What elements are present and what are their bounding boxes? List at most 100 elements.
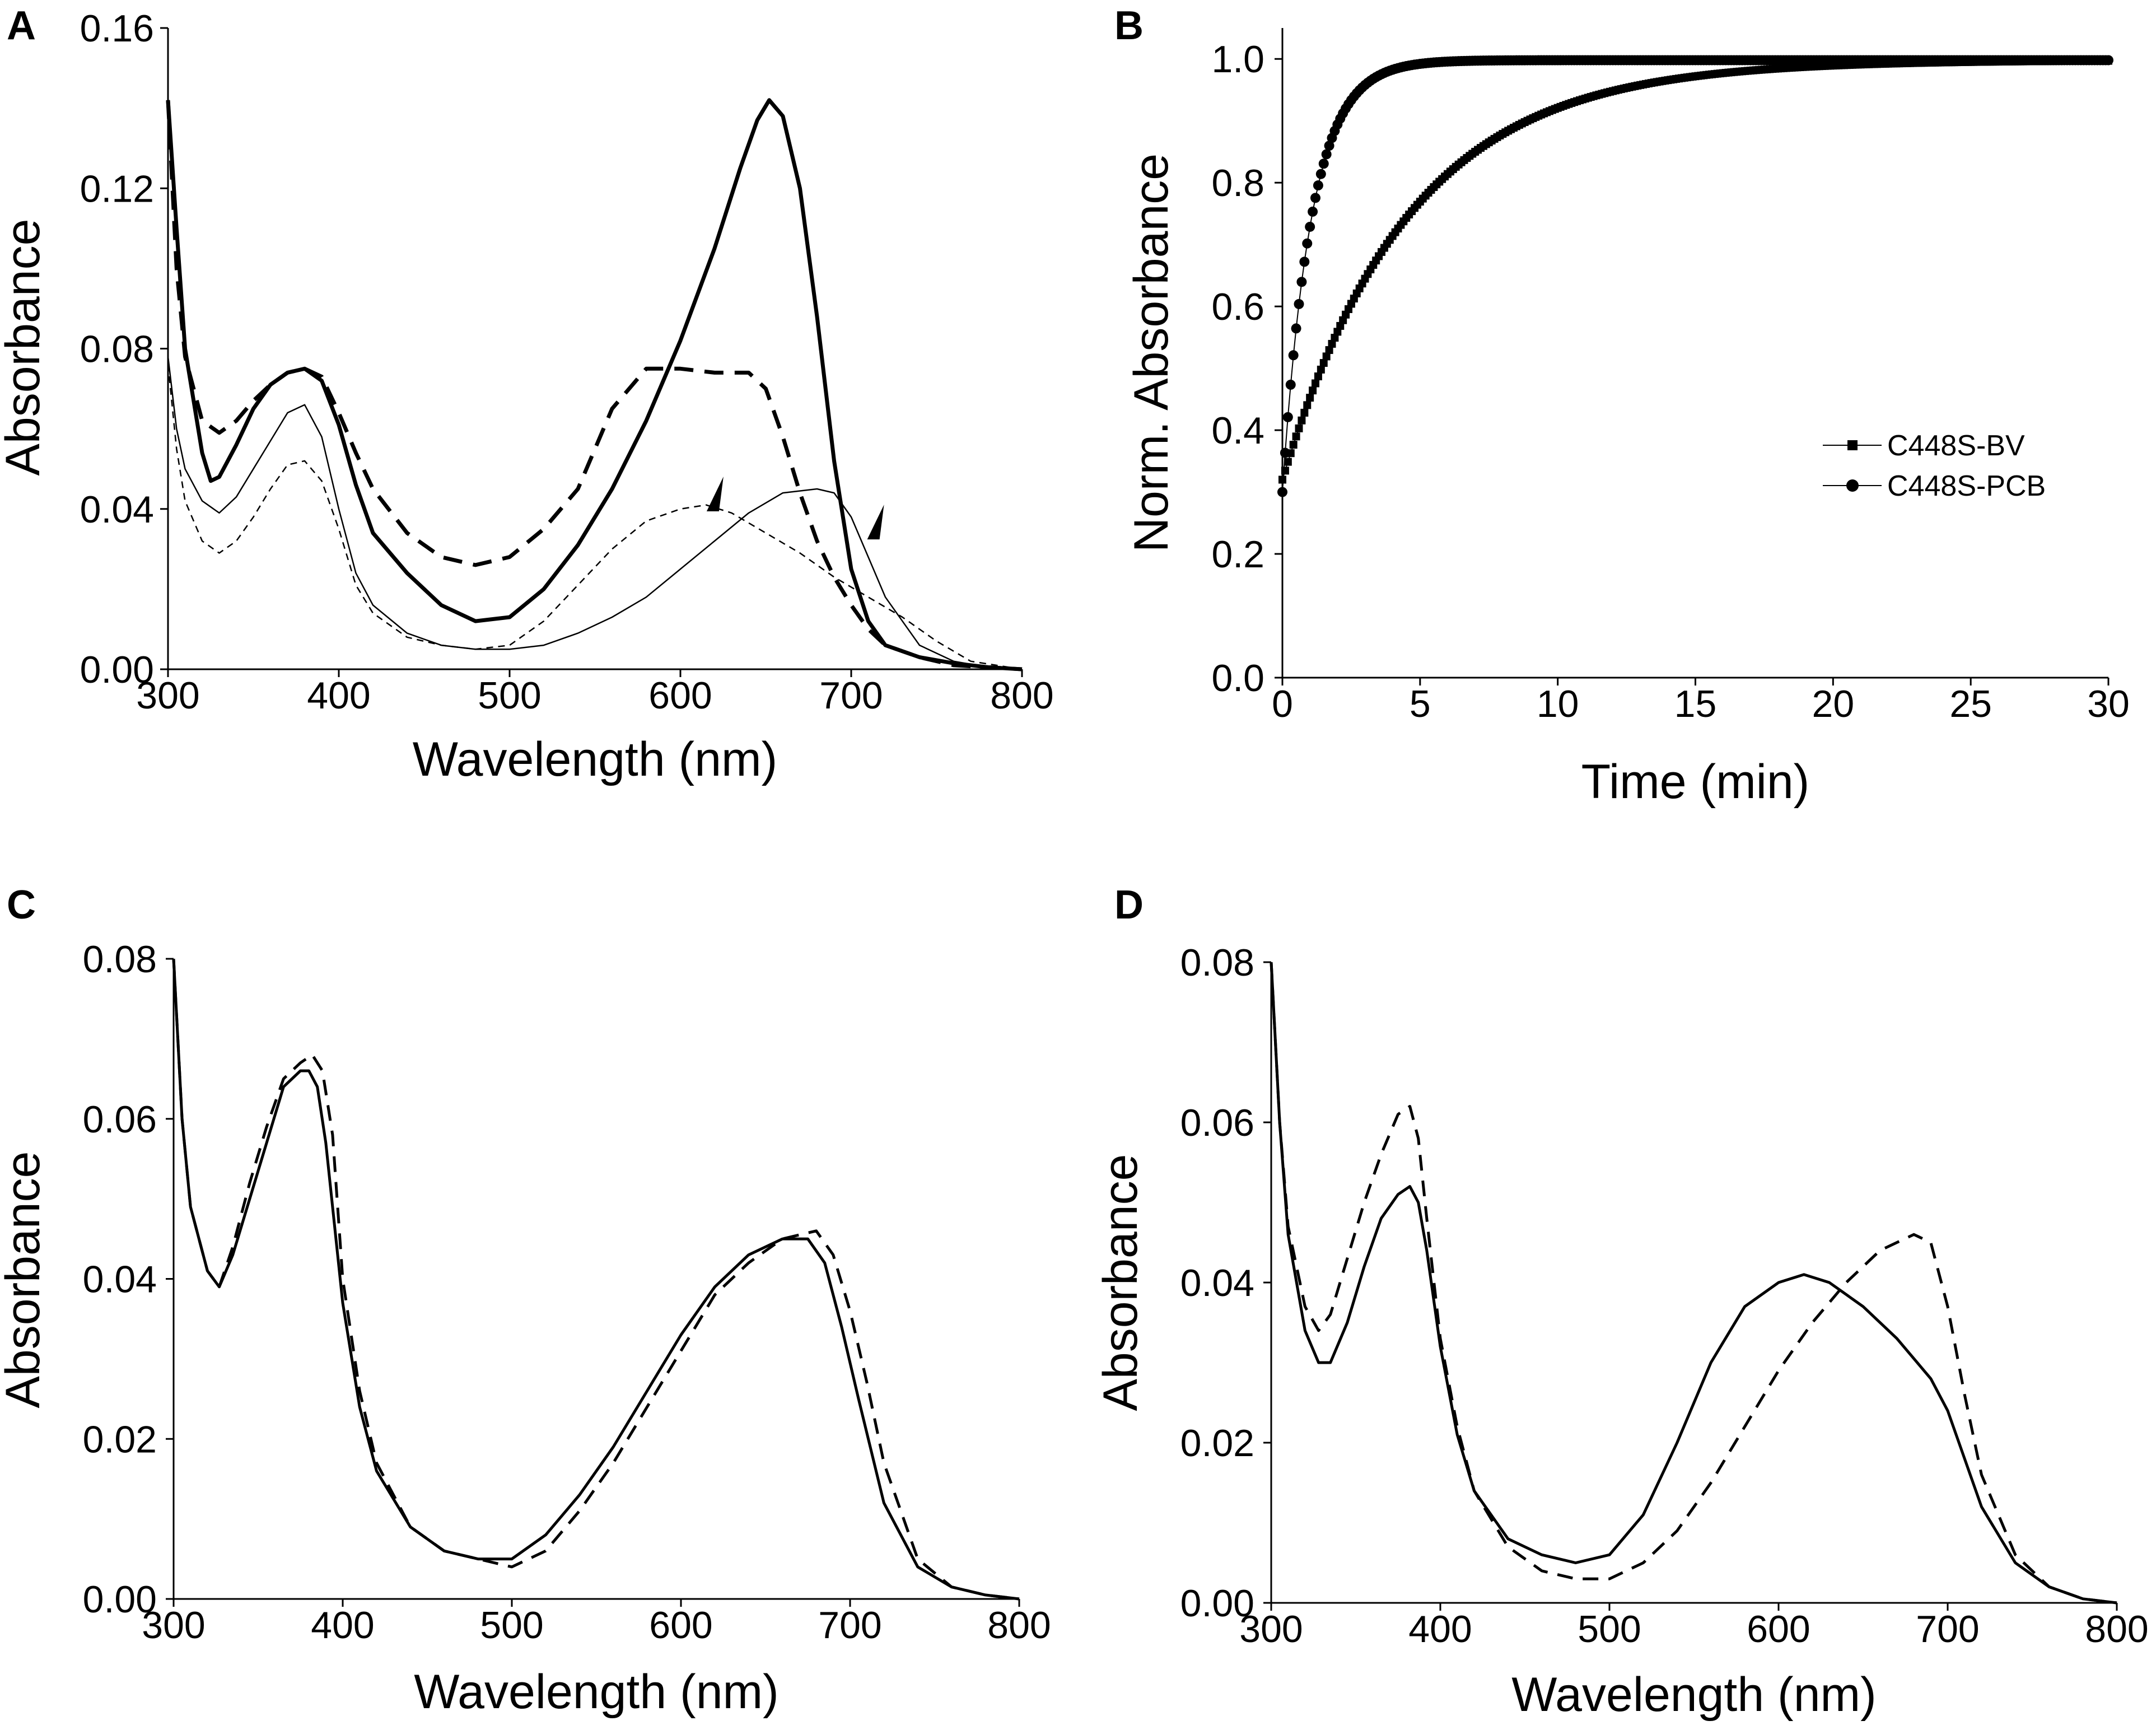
panel-b-point-C448S-PCB xyxy=(2103,55,2113,66)
panel-b-point-C448S-BV xyxy=(1289,441,1298,449)
panel-b-point-C448S-PCB xyxy=(1321,149,1332,160)
panel-b-point-C448S-BV xyxy=(1331,334,1339,342)
panel-a-series-thick-solid xyxy=(166,98,1023,672)
panel-b-point-C448S-BV xyxy=(1309,386,1317,395)
panel-letter-c: C xyxy=(7,883,36,927)
panel-d-y-tick-label: 0.02 xyxy=(1180,1422,1254,1465)
panel-d-series-dashed xyxy=(1270,962,2117,1605)
panel-b-point-C448S-BV xyxy=(1303,401,1312,409)
panel-b-y-axis-title: Norm. Absorbance xyxy=(1124,153,1178,552)
panel-d-y-tick-label: 0.04 xyxy=(1180,1262,1254,1304)
panel-a-arrowhead-marker xyxy=(867,505,884,540)
panel-letter-a: A xyxy=(7,3,36,48)
panel-b-point-C448S-BV xyxy=(1312,379,1319,388)
panel-b-point-C448S-PCB xyxy=(1280,447,1290,458)
panel-b-x-tick-label: 10 xyxy=(1537,683,1579,725)
legend-label-C448S-BV: C448S-BV xyxy=(1887,430,2025,462)
panel-c-y-tick-label: 0.00 xyxy=(83,1578,157,1621)
panel-d-y-axis-title: Absorbance xyxy=(1094,1154,1147,1411)
panel-b-point-C448S-PCB xyxy=(1299,257,1310,267)
panel-c-series-dashed xyxy=(172,958,1020,1601)
panel-b-point-C448S-BV xyxy=(1328,339,1336,348)
panel-letter-b: B xyxy=(1114,3,1144,48)
panel-b-y-tick-label: 0.4 xyxy=(1211,409,1264,452)
panel-a-x-tick-label: 300 xyxy=(136,674,199,717)
panel-b-x-tick-label: 5 xyxy=(1410,683,1431,725)
panel-d-x-axis-title: Wavelength (nm) xyxy=(1511,1668,1877,1722)
panel-b-point-C448S-BV xyxy=(1325,346,1333,355)
panel-c-x-tick-label: 500 xyxy=(480,1604,543,1647)
panel-b-point-C448S-PCB xyxy=(1296,277,1307,287)
panel-a-series-thin-dashed xyxy=(167,364,1023,670)
panel-b-point-C448S-BV xyxy=(1281,467,1289,475)
legend-circle-marker xyxy=(1846,479,1859,492)
panel-b-y-tick-label: 0.2 xyxy=(1211,533,1264,576)
panel-c-y-tick-label: 0.08 xyxy=(83,938,157,981)
panel-b-series-C448S-BV xyxy=(1278,57,2112,484)
panel-d-x-tick-label: 700 xyxy=(1916,1608,1979,1650)
panel-b-point-C448S-BV xyxy=(1306,394,1314,402)
panel-b-point-C448S-PCB xyxy=(1277,487,1287,497)
panel-b-x-tick-label: 25 xyxy=(1949,683,1992,725)
panel-a-y-tick-label: 0.16 xyxy=(80,7,154,50)
panel-b-point-C448S-PCB xyxy=(1282,412,1293,422)
panel-b-point-C448S-PCB xyxy=(1313,180,1323,191)
panel-b-y-tick-label: 0.0 xyxy=(1211,657,1264,700)
panel-b-point-C448S-BV xyxy=(1278,475,1286,484)
panel-letter-d: D xyxy=(1114,883,1144,927)
panel-b-series-C448S-PCB xyxy=(1277,55,2113,497)
panel-b-point-C448S-PCB xyxy=(1291,323,1301,334)
panel-b-point-C448S-BV xyxy=(1314,372,1322,381)
panel-b-point-C448S-BV xyxy=(1317,365,1325,374)
panel-b-x-axis-title: Time (min) xyxy=(1581,755,1810,809)
panel-b-x-tick-label: 30 xyxy=(2087,683,2130,725)
panel-a-y-tick-label: 0.12 xyxy=(80,167,154,210)
panel-a-arrowhead-marker xyxy=(706,476,724,511)
panel-b-point-C448S-BV xyxy=(1300,408,1309,417)
panel-c-x-tick-label: 700 xyxy=(818,1604,881,1647)
panel-c-y-tick-label: 0.04 xyxy=(83,1258,157,1301)
panel-b-point-C448S-PCB xyxy=(1310,193,1320,203)
legend-label-C448S-PCB: C448S-PCB xyxy=(1887,470,2046,502)
panel-b-point-C448S-BV xyxy=(1322,352,1331,361)
panel-b-y-tick-label: 0.8 xyxy=(1211,162,1264,204)
panel-d-x-tick-label: 600 xyxy=(1747,1608,1810,1650)
panel-a-y-tick-label: 0.08 xyxy=(80,328,154,371)
panel-b-point-C448S-PCB xyxy=(1294,299,1304,309)
panel-d-y-tick-label: 0.08 xyxy=(1180,941,1254,984)
panel-b-x-tick-label: 0 xyxy=(1272,683,1293,725)
panel-c-series-solid xyxy=(172,958,1020,1601)
panel-a-y-tick-label: 0.04 xyxy=(80,488,154,531)
panel-b-point-C448S-PCB xyxy=(1318,158,1329,169)
panel-a-x-tick-label: 500 xyxy=(478,674,541,717)
panel-a-x-tick-label: 600 xyxy=(648,674,712,717)
panel-b-point-C448S-PCB xyxy=(1308,206,1318,217)
panel-c-x-tick-label: 800 xyxy=(987,1604,1051,1647)
panel-d-y-tick-label: 0.00 xyxy=(1180,1582,1254,1625)
panel-b-point-C448S-BV xyxy=(1298,416,1306,425)
legend-square-marker xyxy=(1847,440,1858,450)
panel-b-point-C448S-BV xyxy=(1319,359,1328,367)
panel-d-x-tick-label: 400 xyxy=(1408,1608,1472,1650)
panel-c-x-tick-label: 600 xyxy=(649,1604,712,1647)
panel-d-series-solid xyxy=(1270,962,2117,1605)
panel-b-x-tick-label: 20 xyxy=(1812,683,1855,725)
panel-b-y-tick-label: 0.6 xyxy=(1211,286,1264,328)
panel-d-absorbance-spectra: 300 400 500 600 700 800 0.00 0.02 0.04 0.06 0.08 Wa… xyxy=(1094,941,2149,1722)
panel-a-x-tick-label: 400 xyxy=(307,674,370,717)
panel-b-point-C448S-PCB xyxy=(1305,221,1315,232)
panel-b-point-C448S-PCB xyxy=(1324,141,1334,151)
panel-d-x-tick-label: 500 xyxy=(1578,1608,1641,1650)
panel-b-kinetics: 0 5 10 15 20 25 30 0.0 0.2 0.4 0.6 0.8 1.0 Time (min)… xyxy=(1124,28,2130,809)
panel-b-point-C448S-BV xyxy=(1292,432,1300,441)
panel-b-point-C448S-PCB xyxy=(1288,350,1299,361)
panel-a-absorbance-spectra: 300 400 500 600 700 800 0.00 0.04 0.08 0.12 0.16 Wa… xyxy=(0,7,1054,786)
panel-b-x-tick-label: 15 xyxy=(1674,683,1717,725)
panel-b-point-C448S-BV xyxy=(1295,424,1303,432)
panel-b-point-C448S-PCB xyxy=(1315,169,1326,179)
panel-b-point-C448S-BV xyxy=(1284,458,1292,466)
panel-a-series-thin-solid xyxy=(167,356,1023,670)
panel-d-x-tick-label: 800 xyxy=(2085,1608,2148,1650)
